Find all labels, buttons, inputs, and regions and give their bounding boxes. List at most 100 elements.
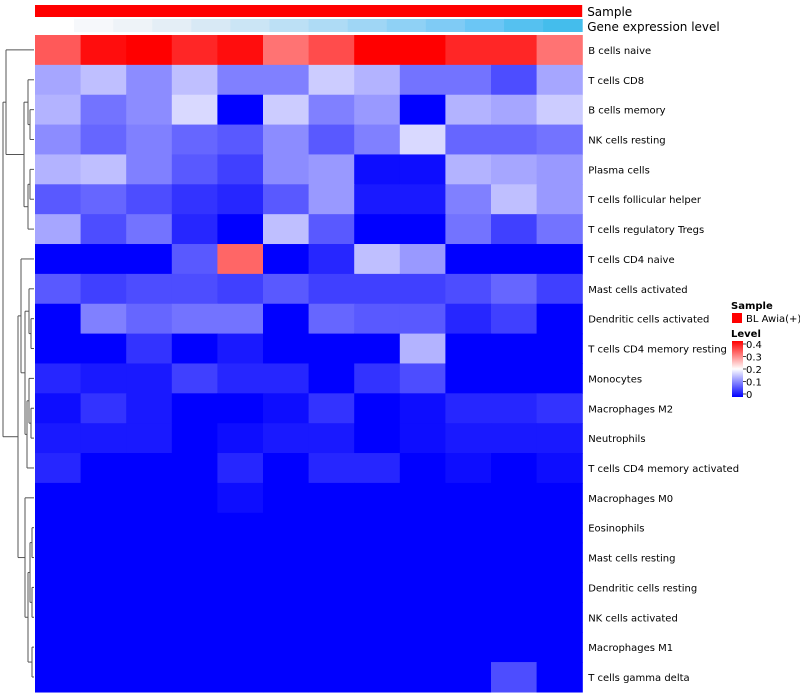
row-label: T cells CD4 naive [587, 255, 674, 266]
heatmap-cell [126, 482, 173, 514]
heatmap-cell [399, 482, 446, 514]
heatmap-cell [491, 453, 538, 484]
heatmap-cell [536, 124, 583, 156]
heatmap-cell [445, 94, 492, 126]
legend-sample-swatch [732, 313, 742, 323]
heatmap-cell [308, 154, 355, 185]
heatmap-cell [217, 303, 264, 335]
heatmap-cell [171, 35, 218, 66]
heatmap-cell [171, 273, 218, 305]
heatmap-cell [126, 542, 173, 574]
heatmap-cell [263, 453, 310, 484]
heatmap-cell [217, 542, 264, 574]
heatmap-cell [491, 602, 538, 633]
heatmap-cell [354, 64, 401, 96]
heatmap-cell [354, 662, 401, 693]
heatmap-cell [491, 184, 538, 215]
heatmap-cell [399, 124, 446, 156]
gene-expression-annotation-cell [543, 19, 583, 32]
heatmap-cell [354, 303, 401, 335]
heatmap-cell [171, 124, 218, 156]
heatmap-cell [445, 572, 492, 603]
heatmap-cell [80, 154, 127, 185]
heatmap-cell [354, 602, 401, 633]
heatmap-cell [308, 602, 355, 633]
heatmap-cell [171, 662, 218, 693]
heatmap-cell [445, 214, 492, 245]
heatmap-cell [536, 244, 583, 275]
heatmap-cell [491, 632, 538, 663]
heatmap-cell [35, 662, 82, 693]
heatmap-cell [217, 184, 264, 215]
heatmap-cell [399, 64, 446, 96]
heatmap-cell [171, 94, 218, 126]
heatmap-cell [263, 393, 310, 424]
heatmap-cell [536, 482, 583, 514]
heatmap-cell [308, 423, 355, 454]
heatmap-cell [308, 393, 355, 424]
heatmap-cell [35, 303, 82, 335]
heatmap-cell [308, 333, 355, 365]
heatmap-cell [35, 214, 82, 245]
row-label: Eosinophils [588, 524, 644, 535]
heatmap-cell [263, 333, 310, 365]
heatmap-cell [491, 214, 538, 245]
heatmap-cell [354, 184, 401, 215]
heatmap-cell [399, 214, 446, 245]
heatmap-cell [399, 393, 446, 424]
heatmap-cell [126, 512, 173, 544]
heatmap-cell [217, 512, 264, 544]
heatmap-cell [445, 662, 492, 693]
heatmap-cell [126, 423, 173, 454]
gene-expression-track-label: Gene expression level [587, 20, 720, 34]
heatmap-cell [126, 363, 173, 394]
heatmap-cell [536, 512, 583, 544]
heatmap-cell [308, 542, 355, 574]
heatmap-cell [354, 244, 401, 275]
heatmap-cell [399, 542, 446, 574]
heatmap-cell [491, 94, 538, 126]
heatmap-cell [217, 453, 264, 484]
heatmap-cell [536, 542, 583, 574]
row-label: B cells memory [588, 106, 665, 117]
heatmap-cell [35, 512, 82, 544]
heatmap-cell [217, 363, 264, 394]
heatmap-cell [399, 572, 446, 603]
heatmap-cell [126, 602, 173, 633]
gene-expression-annotation-cell [425, 19, 466, 32]
heatmap-cell [80, 303, 127, 335]
heatmap-cell [399, 423, 446, 454]
heatmap-cell [217, 64, 264, 96]
heatmap-cell [217, 572, 264, 603]
heatmap-cell [35, 423, 82, 454]
heatmap-cell [445, 423, 492, 454]
heatmap-cell [536, 94, 583, 126]
heatmap-cell [126, 303, 173, 335]
heatmap-cell [491, 482, 538, 514]
heatmap-cell [536, 602, 583, 633]
heatmap-cell [171, 512, 218, 544]
heatmap-cell [354, 482, 401, 514]
heatmap-cell [171, 542, 218, 574]
heatmap-cell [80, 214, 127, 245]
heatmap-cell [445, 303, 492, 335]
heatmap-cell [126, 244, 173, 275]
heatmap-cell [354, 94, 401, 126]
legend-level-tick-label: 0.1 [746, 378, 762, 389]
heatmap-cell [536, 184, 583, 215]
heatmap-cell [263, 512, 310, 544]
gene-expression-annotation-cell [308, 19, 349, 32]
heatmap-cell [399, 662, 446, 693]
heatmap-cell [126, 453, 173, 484]
heatmap-cell [491, 393, 538, 424]
legend-level-tick-label: 0.2 [746, 365, 762, 376]
heatmap-cell [126, 214, 173, 245]
heatmap-cell [399, 453, 446, 484]
heatmap-cell [263, 154, 310, 185]
row-label: B cells naive [588, 46, 651, 57]
legend-level-title: Level [731, 329, 761, 340]
heatmap-cell [536, 632, 583, 663]
heatmap-cell [171, 482, 218, 514]
heatmap-cell [536, 393, 583, 424]
